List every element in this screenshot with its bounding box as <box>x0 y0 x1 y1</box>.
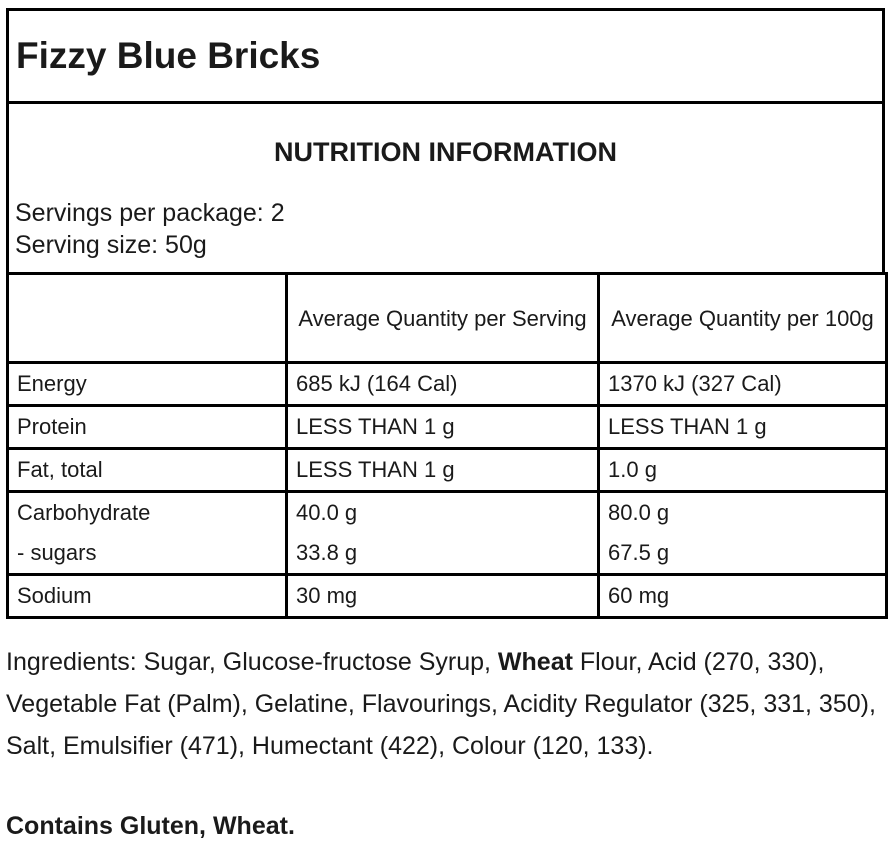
product-title-box: Fizzy Blue Bricks <box>6 8 885 104</box>
ingredients-prefix: Ingredients: Sugar, Glucose-fructose Syr… <box>6 648 498 676</box>
product-title: Fizzy Blue Bricks <box>16 35 321 76</box>
table-header-row: Average Quantity per Serving Average Qua… <box>6 272 888 364</box>
nutrient-label: Protein <box>6 404 288 450</box>
ingredients-allergen-word: Wheat <box>497 648 573 676</box>
per-serving-value: 33.8 g <box>285 533 600 576</box>
table-row: Energy 685 kJ (164 Cal) 1370 kJ (327 Cal… <box>6 361 888 407</box>
ingredients-suffix: Flour, Acid (270, 330), Vegetable Fat (P… <box>6 648 876 760</box>
serving-details: Servings per package: 2 Serving size: 50… <box>15 197 285 261</box>
table-row: Protein LESS THAN 1 g LESS THAN 1 g <box>6 404 888 450</box>
nutrient-label: Fat, total <box>6 447 288 493</box>
per-serving-value: 685 kJ (164 Cal) <box>285 361 600 407</box>
nutrition-table: Average Quantity per Serving Average Qua… <box>6 272 888 619</box>
per-100g-value: 80.0 g <box>597 490 888 533</box>
nutrition-info-box: NUTRITION INFORMATION Servings per packa… <box>6 104 885 272</box>
servings-per-package: Servings per package: 2 <box>15 199 285 227</box>
nutrition-panel: Fizzy Blue Bricks NUTRITION INFORMATION … <box>6 8 888 619</box>
column-header-per-100g: Average Quantity per 100g <box>597 272 888 364</box>
nutrient-label: - sugars <box>6 533 288 576</box>
table-row: Carbohydrate 40.0 g 80.0 g <box>6 490 888 533</box>
per-serving-value: LESS THAN 1 g <box>285 447 600 493</box>
per-100g-value: 60 mg <box>597 573 888 619</box>
column-header-per-serving: Average Quantity per Serving <box>285 272 600 364</box>
ingredients-text: Ingredients: Sugar, Glucose-fructose Syr… <box>6 641 876 767</box>
table-row: Fat, total LESS THAN 1 g 1.0 g <box>6 447 888 493</box>
per-serving-value: LESS THAN 1 g <box>285 404 600 450</box>
table-row: Sodium 30 mg 60 mg <box>6 573 888 619</box>
serving-size: Serving size: 50g <box>15 231 207 259</box>
nutrient-label: Carbohydrate <box>6 490 288 533</box>
per-serving-value: 30 mg <box>285 573 600 619</box>
per-100g-value: LESS THAN 1 g <box>597 404 888 450</box>
column-header-blank <box>6 272 288 364</box>
per-serving-value: 40.0 g <box>285 490 600 533</box>
per-100g-value: 1.0 g <box>597 447 888 493</box>
table-row: - sugars 33.8 g 67.5 g <box>6 533 888 576</box>
per-100g-value: 67.5 g <box>597 533 888 576</box>
nutrition-heading: NUTRITION INFORMATION <box>274 137 617 167</box>
nutrient-label: Sodium <box>6 573 288 619</box>
per-100g-value: 1370 kJ (327 Cal) <box>597 361 888 407</box>
allergen-statement: Contains Gluten, Wheat. <box>6 812 295 840</box>
nutrient-label: Energy <box>6 361 288 407</box>
